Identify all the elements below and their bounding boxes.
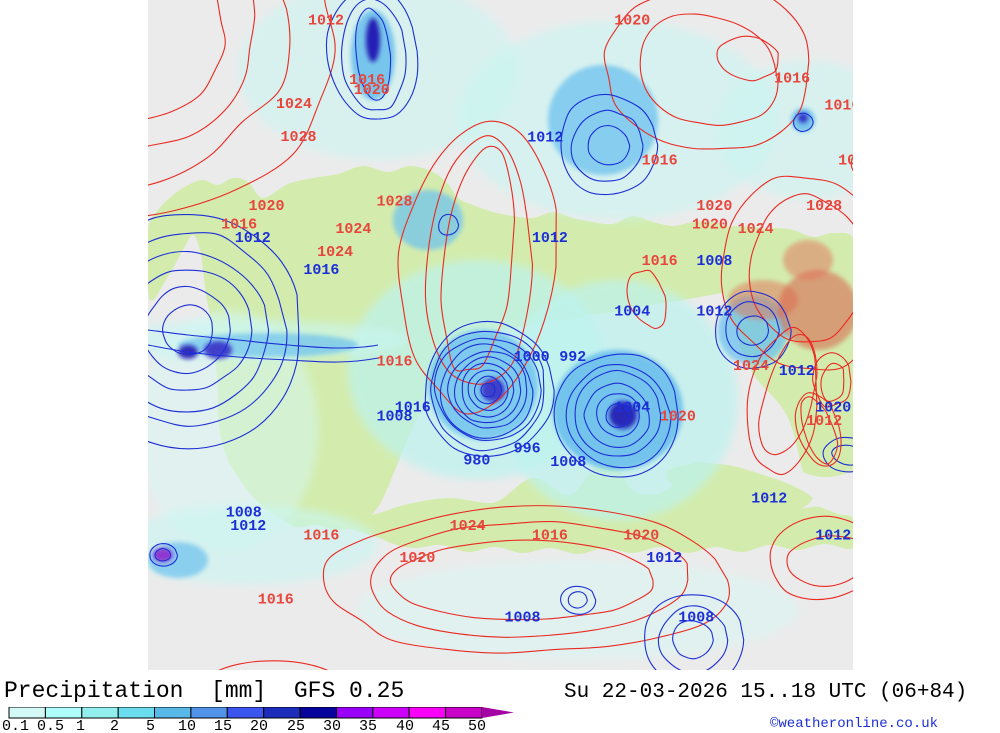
svg-text:1012: 1012 <box>696 303 732 320</box>
svg-text:980: 980 <box>463 452 490 469</box>
svg-text:1024: 1024 <box>276 96 312 113</box>
svg-text:1020: 1020 <box>614 13 650 30</box>
svg-text:1012: 1012 <box>646 550 682 567</box>
svg-text:1016: 1016 <box>377 354 413 371</box>
svg-text:1008: 1008 <box>678 610 714 627</box>
svg-text:1020: 1020 <box>696 198 732 215</box>
svg-text:992: 992 <box>559 349 586 366</box>
svg-text:1012: 1012 <box>235 230 271 247</box>
svg-text:1024: 1024 <box>450 518 486 535</box>
svg-text:1020: 1020 <box>660 409 696 426</box>
svg-text:1016: 1016 <box>838 153 853 170</box>
svg-text:1024: 1024 <box>335 221 371 238</box>
svg-text:1020: 1020 <box>692 217 728 234</box>
svg-text:1012: 1012 <box>806 413 842 430</box>
svg-text:1000: 1000 <box>514 349 550 366</box>
svg-text:1028: 1028 <box>806 198 842 215</box>
svg-text:1028: 1028 <box>281 129 317 146</box>
svg-text:996: 996 <box>514 441 541 458</box>
svg-text:1016: 1016 <box>642 253 678 270</box>
svg-text:1012: 1012 <box>532 230 568 247</box>
svg-text:1016: 1016 <box>532 527 568 544</box>
svg-text:1012: 1012 <box>308 13 344 30</box>
svg-text:1020: 1020 <box>354 82 390 99</box>
svg-text:1004: 1004 <box>614 399 650 416</box>
svg-text:1016: 1016 <box>774 70 810 87</box>
svg-text:1020: 1020 <box>399 550 435 567</box>
svg-text:1008: 1008 <box>550 454 586 471</box>
svg-text:1004: 1004 <box>614 303 650 320</box>
svg-text:1008: 1008 <box>377 409 413 426</box>
svg-text:1012: 1012 <box>527 130 563 147</box>
svg-text:1016: 1016 <box>258 591 294 608</box>
svg-text:1012: 1012 <box>815 527 851 544</box>
svg-text:1016: 1016 <box>303 262 339 279</box>
svg-text:1024: 1024 <box>733 358 769 375</box>
svg-text:1028: 1028 <box>377 194 413 211</box>
svg-text:1020: 1020 <box>623 527 659 544</box>
svg-text:1020: 1020 <box>249 198 285 215</box>
svg-text:1012: 1012 <box>230 518 266 535</box>
svg-text:1008: 1008 <box>696 253 732 270</box>
svg-text:1012: 1012 <box>779 363 815 380</box>
svg-text:1016: 1016 <box>642 153 678 170</box>
svg-text:1016: 1016 <box>303 527 339 544</box>
svg-text:1016: 1016 <box>824 98 853 115</box>
svg-text:1008: 1008 <box>505 610 541 627</box>
svg-text:1012: 1012 <box>751 491 787 508</box>
svg-text:1024: 1024 <box>738 221 774 238</box>
svg-text:1024: 1024 <box>317 244 353 261</box>
